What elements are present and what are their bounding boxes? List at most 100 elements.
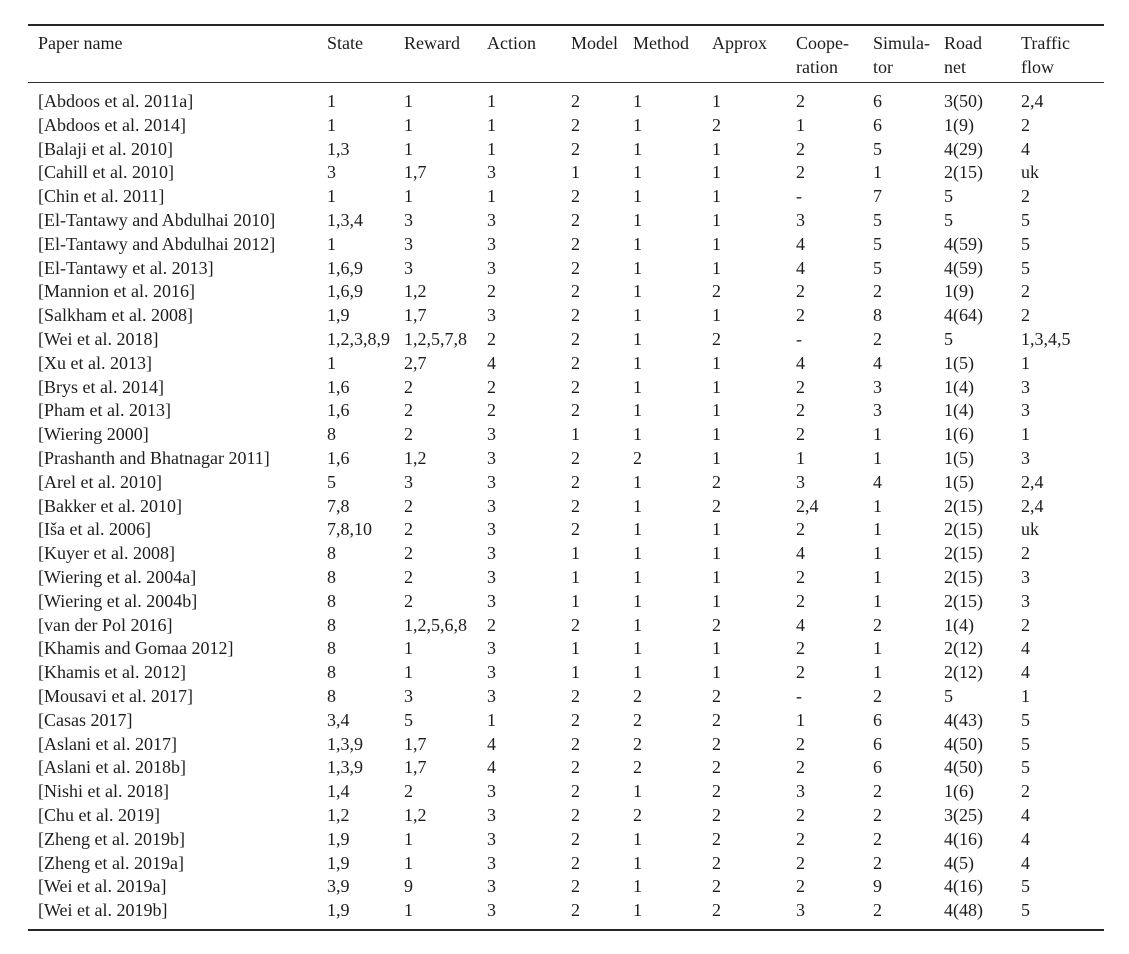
value-cell: 2 [796, 733, 805, 754]
value-cell: 1 [571, 424, 580, 445]
value-cell: 4(16) [944, 876, 983, 897]
value-cell: 2 [796, 638, 805, 659]
table-row: [Abdoos et al. 2014] 1 1 1 2 1 2 1 6 1(9) 2 [28, 114, 1104, 138]
value-cell: 1,6 [327, 447, 350, 468]
table-row: [Wiering et al. 2004b] 8 2 3 1 1 1 2 1 2(15) 3 [28, 590, 1104, 614]
value-cell: 4(50) [944, 757, 983, 778]
value-cell: 1,3,4 [327, 209, 363, 230]
value-cell: 2 [873, 281, 882, 302]
value-cell: 9 [404, 876, 413, 897]
value-cell: 3(25) [944, 804, 983, 825]
value-cell: 1 [327, 186, 336, 207]
value-cell: 5 [944, 186, 953, 207]
value-cell: 5 [1021, 709, 1030, 730]
table-row: [Arel et al. 2010] 5 3 3 2 1 2 3 4 1(5) 2,4 [28, 471, 1104, 495]
value-cell: 3 [404, 471, 413, 492]
value-cell: 2 [796, 281, 805, 302]
value-cell: 2(15) [944, 519, 983, 540]
value-cell: 1 [712, 400, 721, 421]
table-row: [Chu et al. 2019] 1,2 1,2 3 2 2 2 2 2 3(25) 4 [28, 804, 1104, 828]
paper-name-cell: [Khamis and Gomaa 2012] [38, 638, 234, 659]
value-cell: 1 [712, 662, 721, 683]
value-cell: 1 [1021, 424, 1030, 445]
value-cell: 5 [873, 233, 882, 254]
value-cell: 2,4 [1021, 495, 1044, 516]
value-cell: 4 [796, 352, 805, 373]
value-cell: 3 [796, 781, 805, 802]
value-cell: 4(5) [944, 852, 974, 873]
value-cell: 4 [1021, 662, 1030, 683]
paper-name-cell: [El-Tantawy and Abdulhai 2010] [38, 209, 276, 230]
value-cell: 2 [571, 757, 580, 778]
value-cell: 2 [633, 757, 642, 778]
value-cell: 1 [404, 138, 413, 159]
value-cell: 3 [487, 519, 496, 540]
value-cell: 1(9) [944, 114, 974, 135]
value-cell: 1(5) [944, 447, 974, 468]
value-cell: 1 [487, 709, 496, 730]
value-cell: 1 [571, 543, 580, 564]
value-cell: 7,8 [327, 495, 350, 516]
value-cell: 2 [571, 471, 580, 492]
value-cell: 1 [1021, 352, 1030, 373]
value-cell: 3 [796, 900, 805, 921]
value-cell: 2 [571, 828, 580, 849]
value-cell: 1,6,9 [327, 281, 363, 302]
value-cell: 1 [633, 281, 642, 302]
value-cell: 8 [327, 590, 336, 611]
paper-name-cell: [Mousavi et al. 2017] [38, 685, 193, 706]
value-cell: 2 [873, 900, 882, 921]
value-cell: 3 [404, 209, 413, 230]
value-cell: 1 [712, 376, 721, 397]
value-cell: 4(29) [944, 138, 983, 159]
value-cell: 1 [633, 233, 642, 254]
value-cell: 4 [487, 757, 496, 778]
value-cell: 2 [796, 376, 805, 397]
table-row: [Khamis and Gomaa 2012] 8 1 3 1 1 1 2 1 2(12) 4 [28, 637, 1104, 661]
value-cell: 1(4) [944, 400, 974, 421]
paper-name-cell: [Salkham et al. 2008] [38, 305, 193, 326]
paper-name-cell: [Wei et al. 2019a] [38, 876, 167, 897]
paper-name-cell: [Chu et al. 2019] [38, 804, 160, 825]
value-cell: 2 [571, 352, 580, 373]
value-cell: 2(15) [944, 543, 983, 564]
value-cell: 3 [487, 209, 496, 230]
table-row: [Mousavi et al. 2017] 8 3 3 2 2 2 - 2 5 1 [28, 685, 1104, 709]
value-cell: 5 [873, 209, 882, 230]
column-header-label: Reward [404, 33, 460, 53]
value-cell: 2 [571, 709, 580, 730]
value-cell: 2 [633, 804, 642, 825]
value-cell: - [796, 685, 802, 706]
value-cell: 5 [944, 685, 953, 706]
value-cell: 2 [571, 114, 580, 135]
value-cell: 1 [404, 662, 413, 683]
value-cell: 2 [1021, 114, 1030, 135]
value-cell: 1 [873, 638, 882, 659]
paper-name-cell: [Balaji et al. 2010] [38, 138, 173, 159]
paper-name-cell: [Wiering et al. 2004b] [38, 590, 198, 611]
paper-name-cell: [Wei et al. 2018] [38, 328, 159, 349]
table-row: [Khamis et al. 2012] 8 1 3 1 1 1 2 1 2(12) 4 [28, 661, 1104, 685]
value-cell: 2 [796, 662, 805, 683]
paper-name-cell: [Cahill et al. 2010] [38, 162, 174, 183]
paper-name-cell: [Chin et al. 2011] [38, 186, 165, 207]
value-cell: 2 [404, 781, 413, 802]
value-cell: 1,7 [404, 757, 427, 778]
value-cell: 1 [633, 352, 642, 373]
value-cell: 2 [712, 495, 721, 516]
value-cell: 6 [873, 757, 882, 778]
paper-name-cell: [Casas 2017] [38, 709, 133, 730]
value-cell: 2 [796, 519, 805, 540]
value-cell: 1,3,9 [327, 757, 363, 778]
value-cell: 1,2 [404, 281, 427, 302]
value-cell: 2 [712, 709, 721, 730]
table-row: [Aslani et al. 2018b] 1,3,9 1,7 4 2 2 2 2 6 4(50)… [28, 756, 1104, 780]
value-cell: 1 [712, 91, 721, 111]
value-cell: 4(43) [944, 709, 983, 730]
value-cell: 2 [571, 733, 580, 754]
table-row: [Wiering et al. 2004a] 8 2 3 1 1 1 2 1 2(15) 3 [28, 566, 1104, 590]
value-cell: 2 [571, 376, 580, 397]
value-cell: 3 [1021, 400, 1030, 421]
table-row: [Mannion et al. 2016] 1,6,9 1,2 2 2 1 2 2 2 1(9) 2 [28, 280, 1104, 304]
column-header-label: net [944, 57, 966, 77]
